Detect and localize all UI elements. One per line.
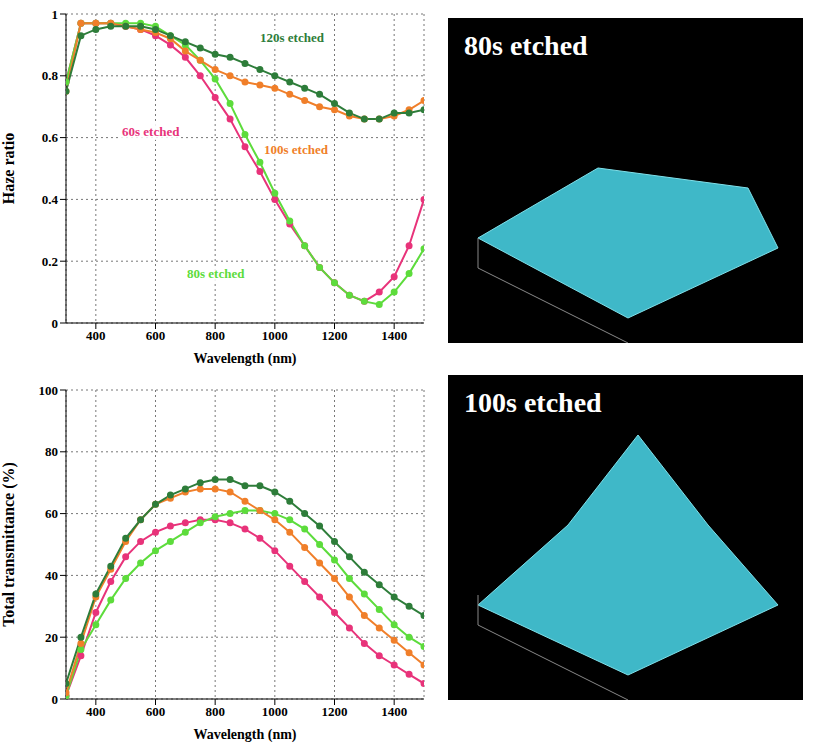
- svg-text:Wavelength (nm): Wavelength (nm): [193, 351, 296, 367]
- svg-text:1400: 1400: [381, 704, 407, 719]
- svg-text:0.2: 0.2: [42, 254, 58, 269]
- svg-text:20: 20: [45, 630, 58, 645]
- svg-text:600: 600: [146, 704, 166, 719]
- html-text:80s etched: 80s etched: [464, 30, 588, 61]
- svg-text:60: 60: [45, 506, 58, 521]
- svg-text:80: 80: [45, 444, 58, 459]
- svg-text:1000: 1000: [262, 328, 288, 343]
- svg-text:Wavelength (nm): Wavelength (nm): [193, 727, 296, 743]
- svg-text:1200: 1200: [322, 704, 348, 719]
- svg-text:0: 0: [52, 316, 59, 331]
- html-text:80s etched: 80s etched: [187, 266, 245, 281]
- svg-text:0.4: 0.4: [42, 192, 59, 207]
- svg-text:800: 800: [205, 328, 225, 343]
- svg-text:800: 800: [205, 704, 225, 719]
- html-text:100s etched: 100s etched: [464, 387, 602, 418]
- svg-text:400: 400: [86, 328, 106, 343]
- svg-text:40: 40: [45, 568, 58, 583]
- svg-text:400: 400: [86, 704, 106, 719]
- svg-text:Haze ratio: Haze ratio: [0, 133, 17, 205]
- svg-text:Total transmittance (%): Total transmittance (%): [0, 462, 18, 627]
- svg-text:1400: 1400: [381, 328, 407, 343]
- html-text:60s etched: 60s etched: [122, 124, 180, 139]
- svg-text:0: 0: [52, 692, 59, 707]
- svg-text:0.6: 0.6: [42, 130, 59, 145]
- svg-text:1: 1: [52, 7, 59, 22]
- html-text:120s etched: 120s etched: [260, 30, 324, 45]
- svg-text:1200: 1200: [322, 328, 348, 343]
- html-text:100s etched: 100s etched: [264, 142, 328, 157]
- svg-text:0.8: 0.8: [42, 68, 59, 83]
- svg-text:1000: 1000: [262, 704, 288, 719]
- svg-text:100: 100: [39, 383, 59, 398]
- svg-text:600: 600: [146, 328, 166, 343]
